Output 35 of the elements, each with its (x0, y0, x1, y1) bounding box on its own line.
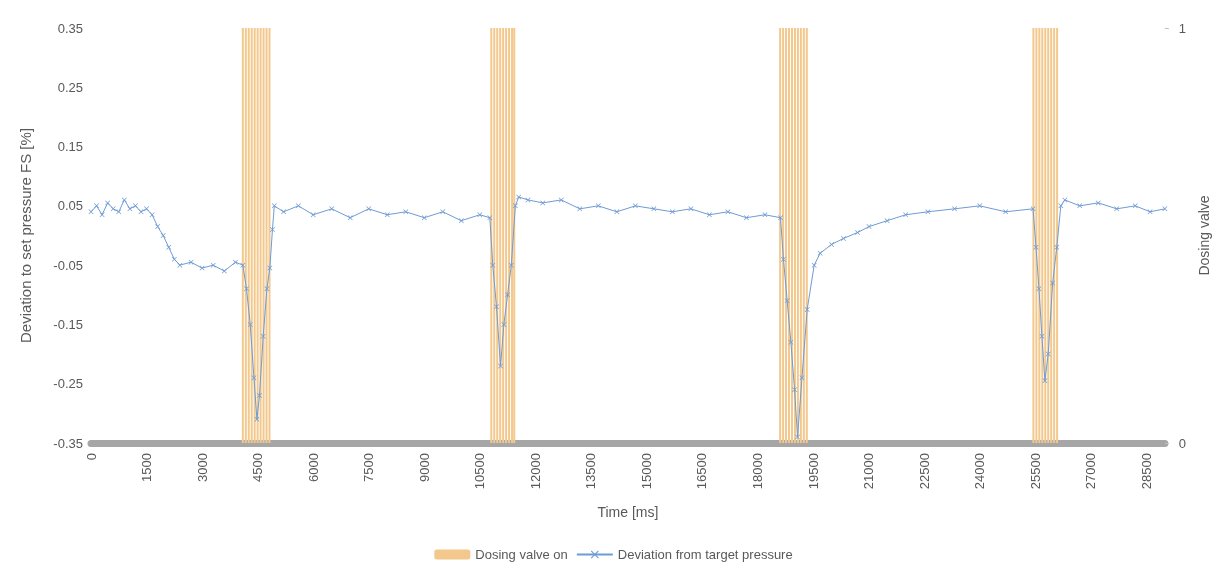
y-tick-label: 0.05 (57, 198, 83, 214)
x-tick-label: 3000 (194, 453, 210, 482)
y-tick-label: 0.15 (57, 139, 83, 155)
x-tick-label: 10500 (472, 453, 488, 490)
x-tick-label: 7500 (361, 453, 377, 482)
x-tick-label: 25500 (1027, 453, 1043, 490)
x-tick-label: 15000 (638, 453, 654, 490)
x-tick-label: 18000 (750, 453, 766, 490)
x-tick-label: 9000 (416, 453, 432, 482)
y-tick-label: -0.25 (53, 376, 83, 392)
y2-tick-label: 0 (1178, 435, 1187, 451)
y-tick-label: -0.05 (53, 257, 83, 273)
y2-tick-label: 1 (1178, 20, 1187, 36)
x-tick-label: 22500 (916, 453, 932, 490)
legend-label: Dosing valve on (475, 547, 568, 562)
x-tick-label: 21000 (861, 453, 877, 490)
x-tick-label: 27000 (1083, 453, 1099, 490)
x-axis-title: Time [ms] (597, 504, 659, 520)
x-tick-label: 13500 (583, 453, 599, 490)
x-tick-label: 16500 (694, 453, 710, 490)
y-axis-title: Deviation to set pressure FS [%] (17, 127, 34, 344)
x-tick-label: 0 (83, 453, 99, 461)
y-tick-label: -0.35 (53, 435, 83, 451)
x-tick-label: 19500 (805, 453, 821, 490)
x-tick-label: 4500 (250, 453, 266, 482)
x-tick-label: 6000 (305, 453, 321, 482)
x-tick-label: 1500 (139, 453, 155, 482)
x-tick-label: 24000 (972, 453, 988, 490)
y-tick-label: -0.15 (53, 316, 83, 332)
y2-axis-title: Dosing valve (1196, 195, 1212, 276)
x-tick-label: 28500 (1138, 453, 1154, 490)
y-tick-label: 0.25 (57, 79, 83, 95)
y-tick-label: 0.35 (57, 20, 83, 36)
x-tick-label: 12000 (527, 453, 543, 490)
legend-label: Deviation from target pressure (617, 547, 793, 562)
